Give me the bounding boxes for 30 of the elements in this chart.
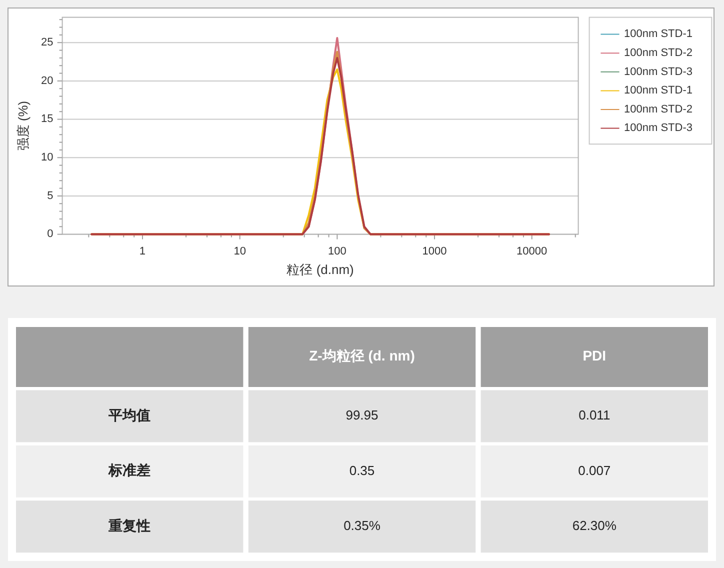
- legend-label: 100nm STD-2: [624, 47, 692, 60]
- x-axis-title: 粒径 (d.nm): [286, 262, 354, 277]
- y-tick-label: 15: [41, 113, 54, 126]
- text: 0.35: [349, 462, 375, 478]
- legend-label: 100nm STD-3: [624, 122, 692, 134]
- category-label: 重复性: [108, 517, 151, 534]
- legend-label: 100nm STD-3: [624, 66, 692, 78]
- text: 0.011: [578, 408, 610, 423]
- y-tick-label: 25: [41, 36, 54, 49]
- text: 0.35%: [344, 518, 380, 534]
- x-tick-label: 1: [139, 245, 146, 258]
- y-tick-label: 0: [47, 228, 54, 240]
- x-tick-label: 100: [328, 245, 346, 258]
- text: 99.95: [346, 408, 378, 423]
- text: 62.30%: [572, 518, 616, 534]
- legend-label: 100nm STD-2: [624, 103, 692, 116]
- category-label: Z-均粒径 (d. nm): [309, 348, 415, 364]
- text: 0.007: [578, 462, 611, 478]
- category-label: 平均值: [108, 406, 151, 423]
- y-tick-label: 10: [41, 152, 54, 164]
- y-tick-label: 5: [47, 190, 54, 202]
- x-tick-label: 10: [234, 245, 246, 258]
- category-label: PDI: [582, 348, 606, 364]
- y-axis-title: 强度 (%): [15, 100, 30, 151]
- category-label: 标准差: [108, 462, 151, 478]
- legend-label: 100nm STD-1: [624, 84, 692, 97]
- y-tick-label: 20: [41, 74, 54, 87]
- legend-label: 100nm STD-1: [624, 28, 692, 40]
- x-tick-label: 10000: [516, 245, 548, 258]
- x-tick-label: 1000: [422, 245, 447, 258]
